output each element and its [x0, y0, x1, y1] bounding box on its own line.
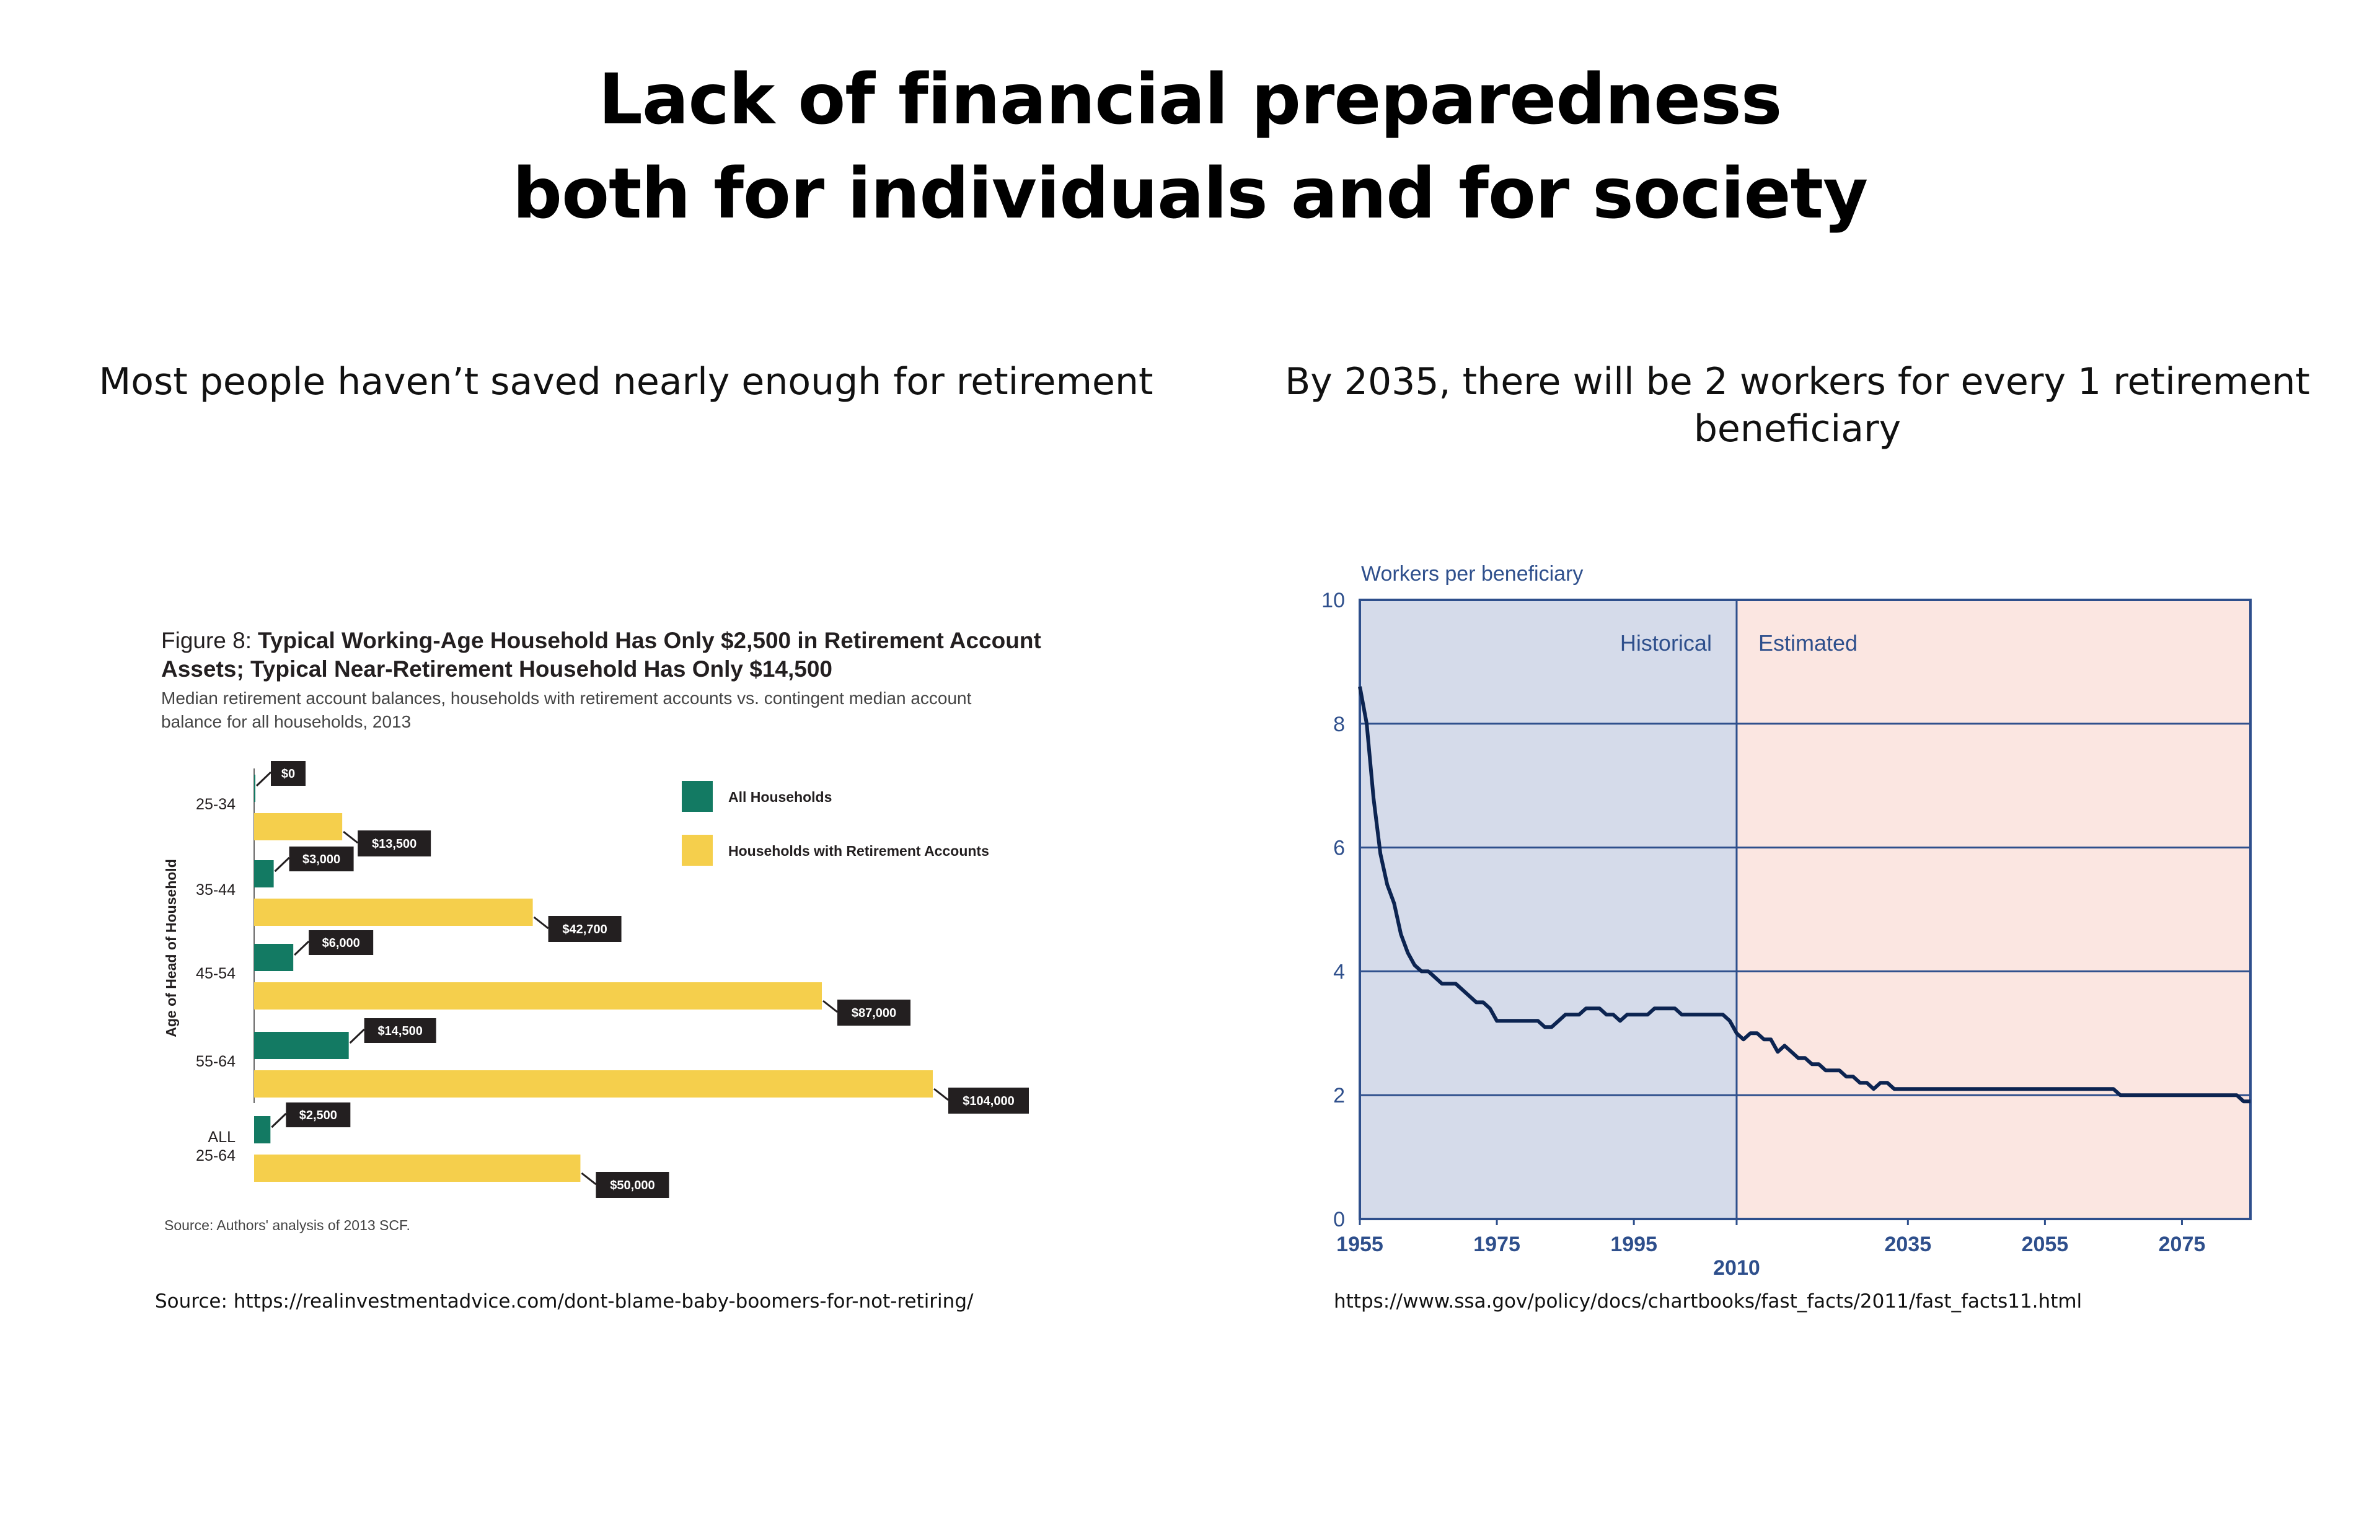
bar-label-pointer	[581, 1172, 597, 1186]
region-estimated	[1736, 600, 2250, 1219]
region-label-estimated: Estimated	[1758, 630, 1858, 656]
x-tick-label: 1975	[1473, 1233, 1520, 1256]
bar-label-box	[358, 830, 431, 856]
line-chart-frame	[1359, 599, 2252, 1220]
y-tick-label: 10	[1321, 589, 1345, 612]
legend-swatch	[682, 835, 713, 866]
bar-chart-y-axis-label: Age of Head of Household	[163, 859, 179, 1037]
bar-value-label: $6,000	[322, 936, 360, 950]
line-chart-y-axis-label: Workers per beneficiary	[1361, 562, 1583, 586]
bar-households-with-accounts	[254, 899, 533, 926]
bar-households-with-accounts	[254, 813, 343, 840]
bar-label-box	[309, 930, 374, 955]
x-tick-label: 2075	[2159, 1233, 2206, 1256]
bar-all-households	[254, 775, 255, 802]
x-tick-label: 2055	[2022, 1233, 2069, 1256]
bar-value-label: $104,000	[963, 1094, 1014, 1108]
bar-label-box	[548, 916, 622, 942]
bar-category-label: 25-34	[196, 796, 236, 813]
bar-label-pointer	[274, 856, 290, 873]
y-tick-label: 8	[1333, 713, 1345, 736]
right-panel-subtitle: By 2035, there will be 2 workers for eve…	[1285, 360, 2310, 451]
bar-label-pointer	[255, 771, 272, 787]
workers-per-beneficiary-line-chart: Historical Estimated Workers per benefici…	[1321, 562, 2252, 1280]
bar-category-label: ALL	[208, 1129, 236, 1146]
bar-chart-subtitle-line2: balance for all households, 2013	[161, 712, 411, 731]
bar-label-pointer	[294, 940, 310, 956]
x-tick-label: 1995	[1610, 1233, 1657, 1256]
bar-label-pointer	[822, 1000, 838, 1013]
bar-chart-bars: $0 $13,500 $3,000 $42,700 $6,000 $87,000 $14,5…	[254, 761, 1029, 1198]
line-chart-gridlines	[1360, 600, 2250, 1219]
x-tick-label: 2010	[1713, 1256, 1760, 1280]
bar-all-households	[254, 944, 294, 971]
legend-label: Households with Retirement Accounts	[728, 843, 989, 859]
bar-chart-subtitle-line1: Median retirement account balances, hous…	[161, 689, 972, 708]
y-tick-label: 6	[1333, 837, 1345, 860]
page-title: Lack of financial preparedness both for …	[0, 53, 2380, 241]
page-title-line2: both for individuals and for society	[512, 154, 1868, 234]
page-title-line1: Lack of financial preparedness	[598, 59, 1783, 140]
bar-label-box	[286, 1102, 351, 1127]
bar-label-box	[837, 1000, 911, 1026]
y-tick-label: 2	[1333, 1084, 1345, 1107]
bar-label-pointer	[349, 1028, 365, 1044]
bar-category-label: 55-64	[196, 1053, 236, 1070]
bar-label-pointer	[533, 916, 549, 930]
bar-chart-source-note: Source: Authors' analysis of 2013 SCF.	[164, 1217, 410, 1233]
right-source-link[interactable]: https://www.ssa.gov/policy/docs/chartboo…	[1334, 1290, 2082, 1313]
bar-category-label: 25-64	[196, 1147, 236, 1164]
bar-value-label: $87,000	[852, 1006, 896, 1020]
x-tick-label: 1955	[1336, 1233, 1383, 1256]
left-panel-subtitle: Most people haven’t saved nearly enough …	[99, 360, 1153, 403]
y-tick-label: 4	[1333, 960, 1345, 983]
bar-value-label: $14,500	[378, 1024, 423, 1038]
left-source-link[interactable]: Source: https://realinvestmentadvice.com…	[155, 1290, 974, 1313]
bar-value-label: $0	[281, 767, 295, 781]
region-label-historical: Historical	[1620, 630, 1712, 656]
bar-chart-figure-label: Figure 8:	[161, 628, 252, 653]
bar-label-pointer	[343, 830, 359, 844]
bar-households-with-accounts	[254, 1155, 581, 1182]
bar-category-label: 35-44	[196, 881, 236, 899]
bar-all-households	[254, 860, 274, 887]
bar-all-households	[254, 1032, 349, 1059]
bar-value-label: $50,000	[610, 1179, 654, 1192]
bar-chart-title-line2: Assets; Typical Near-Retirement Househol…	[161, 656, 832, 682]
region-historical	[1360, 600, 1737, 1219]
x-tick-label: 2035	[1884, 1233, 1931, 1256]
bar-value-label: $2,500	[299, 1109, 337, 1122]
legend-label: All Households	[728, 789, 832, 805]
bar-value-label: $3,000	[302, 853, 340, 866]
line-chart-x-ticks: 1955 1975 1995 2035 2055 2075 2010	[1336, 1219, 2205, 1280]
y-tick-label: 0	[1333, 1208, 1345, 1231]
bar-label-box	[271, 761, 306, 786]
bar-label-box	[364, 1018, 436, 1043]
line-chart-regions: Historical Estimated	[1360, 600, 2250, 1219]
bar-households-with-accounts	[254, 982, 822, 1010]
bar-label-box	[948, 1088, 1029, 1114]
bar-chart-title-line1: Figure 8: Typical Working-Age Household H…	[161, 628, 1041, 653]
legend-swatch	[682, 781, 713, 812]
line-chart-series-line	[1358, 686, 2250, 1104]
bar-label-box	[289, 847, 354, 871]
bar-households-with-accounts	[254, 1070, 933, 1098]
bar-label-pointer	[271, 1112, 287, 1129]
bar-chart-legend: All Households Households with Retirement…	[682, 781, 989, 866]
bar-label-box	[596, 1172, 669, 1198]
bar-chart-title-text: Typical Working-Age Household Has Only $…	[258, 628, 1041, 653]
bar-value-label: $42,700	[562, 923, 607, 936]
line-chart-y-ticks: 0 2 4 6 8 10	[1321, 589, 1345, 1231]
retirement-balance-bar-chart: Figure 8: Typical Working-Age Household H…	[161, 628, 1041, 1233]
bar-all-households	[254, 1116, 271, 1143]
bar-value-label: $13,500	[372, 837, 416, 851]
bar-label-pointer	[933, 1088, 949, 1101]
bar-category-label: 45-54	[196, 965, 236, 982]
